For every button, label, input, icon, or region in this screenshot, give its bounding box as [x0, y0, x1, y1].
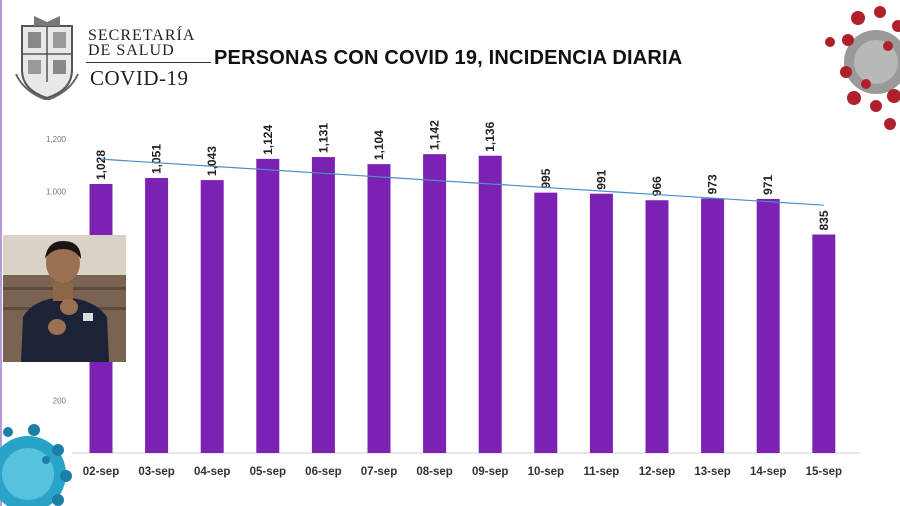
bar [145, 177, 169, 453]
bar [701, 198, 725, 453]
x-tick-label: 11-sep [583, 466, 619, 478]
interpreter-image [3, 235, 126, 362]
bar [311, 157, 335, 453]
org-name-line1: SECRETARÍA [88, 27, 196, 44]
data-label: 995 [539, 168, 553, 188]
x-tick-label: 15-sep [806, 466, 842, 478]
data-label: 1,142 [428, 120, 442, 150]
x-tick-label: 06-sep [305, 466, 341, 478]
x-tick-label: 02-sep [83, 466, 119, 478]
y-tick-label: 1,000 [46, 187, 67, 196]
x-tick-label: 04-sep [194, 466, 230, 478]
x-tick-label: 10-sep [528, 466, 564, 478]
x-tick-label: 08-sep [416, 466, 452, 478]
data-label: 1,028 [94, 150, 108, 180]
red-coronavirus-icon [825, 6, 900, 130]
data-label: 1,131 [316, 123, 330, 153]
blue-coronavirus-icon [0, 424, 72, 506]
y-tick-label: 200 [53, 397, 67, 406]
sign-language-interpreter-video [3, 235, 126, 362]
state-seal-icon [15, 16, 79, 100]
data-label: 1,124 [261, 125, 275, 155]
x-tick-label: 12-sep [639, 466, 675, 478]
org-subtitle: COVID-19 [90, 66, 189, 90]
org-name-line2: DE SALUD [88, 42, 175, 59]
org-divider [86, 62, 211, 63]
bar [200, 180, 224, 453]
bar [423, 154, 447, 453]
chart-title: PERSONAS CON COVID 19, INCIDENCIA DIARIA [214, 47, 683, 69]
data-label: 1,051 [150, 144, 164, 174]
data-label: 1,136 [483, 121, 497, 151]
bar [756, 198, 780, 453]
bar [478, 155, 502, 453]
data-label: 1,043 [205, 146, 219, 176]
x-tick-label: 05-sep [250, 466, 286, 478]
data-label: 991 [594, 169, 608, 189]
bar [534, 192, 558, 453]
data-label: 971 [761, 175, 775, 195]
bar [589, 193, 613, 453]
x-tick-label: 13-sep [694, 466, 730, 478]
data-label: 973 [706, 174, 720, 194]
x-tick-label: 07-sep [361, 466, 397, 478]
trendline [100, 158, 824, 206]
x-tick-label: 09-sep [472, 466, 508, 478]
bar [367, 164, 391, 453]
bar [256, 158, 280, 454]
x-tick-label: 14-sep [750, 466, 786, 478]
y-tick-label: 1,200 [46, 135, 67, 144]
data-label: 966 [650, 176, 664, 196]
bar [645, 200, 669, 453]
data-label: 835 [817, 210, 831, 230]
data-label: 1,104 [372, 130, 386, 160]
bar [812, 234, 836, 453]
x-tick-label: 03-sep [138, 466, 174, 478]
